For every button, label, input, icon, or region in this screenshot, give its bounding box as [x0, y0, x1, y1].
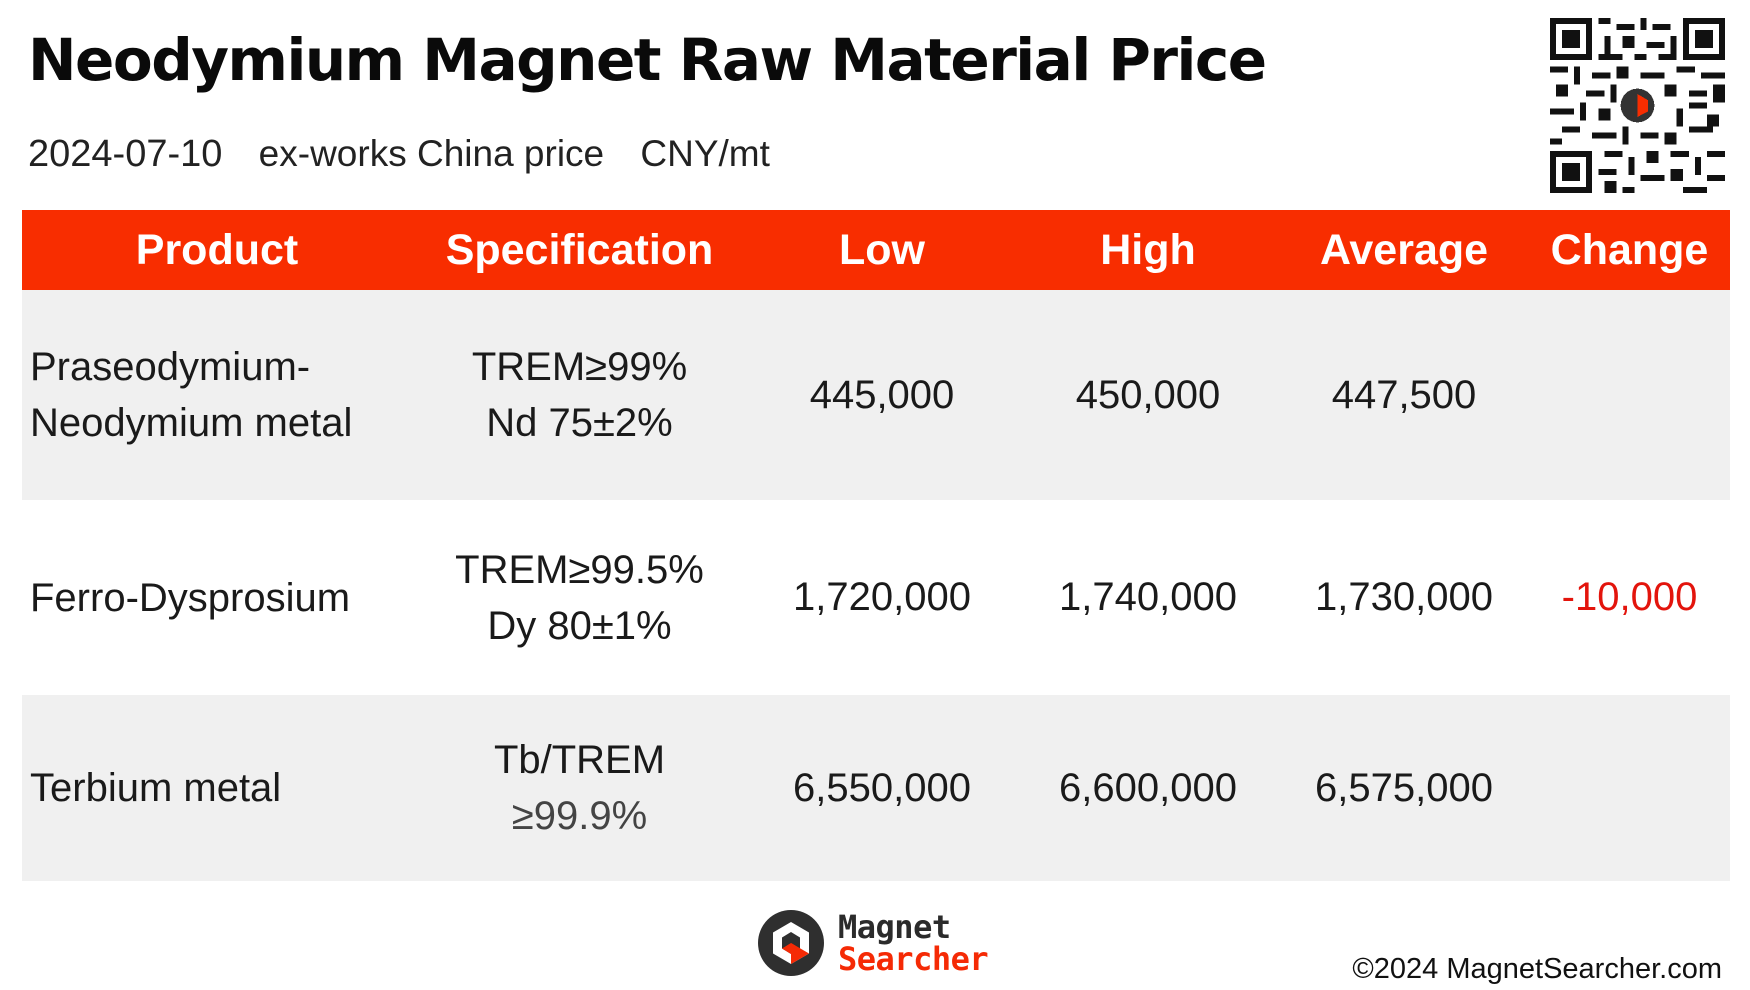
column-header-specification: Specification [445, 225, 714, 274]
low-price-cell: 445,000 [809, 372, 955, 417]
product-cell: Praseodymium- Neodymium metal [22, 339, 412, 451]
price-table: Product Specification Low High Average C… [22, 210, 1730, 881]
column-header-change: Change [1550, 225, 1709, 274]
spec-line: ≥99.9% [511, 794, 648, 838]
product-cell: Terbium metal [30, 766, 282, 810]
specification-cell: TREM≥99.5% Dy 80±1% [412, 542, 747, 654]
price-basis-line: 2024-07-10 ex-works China price CNY/mt [28, 133, 770, 176]
average-price-cell: 6,575,000 [1315, 765, 1493, 810]
spec-line: Nd 75±2% [486, 401, 673, 445]
table-row: Praseodymium- Neodymium metal TREM≥99% N… [22, 290, 1730, 500]
table-header: Product Specification Low High Average C… [22, 210, 1730, 290]
column-header-average: Average [1319, 225, 1489, 274]
magnet-searcher-logo-icon [758, 910, 824, 976]
price-date: 2024-07-10 [28, 133, 223, 175]
column-header-low: Low [839, 225, 925, 274]
product-name-line: Neodymium metal [30, 401, 353, 445]
high-price-cell: 1,740,000 [1059, 575, 1237, 619]
brand-line1: Magnet [838, 908, 951, 946]
spec-line: TREM≥99.5% [455, 547, 704, 592]
product-name-line: Praseodymium- [30, 345, 311, 389]
average-price-cell: 1,730,000 [1315, 575, 1493, 619]
specification-cell: TREM≥99% Nd 75±2% [412, 339, 747, 451]
brand-wordmark: Magnet Searcher [838, 908, 989, 978]
copyright-notice: ©2024 MagnetSearcher.com [1352, 953, 1722, 985]
specification-cell: Tb/TREM ≥99.9% [412, 732, 747, 844]
low-price-cell: 6,550,000 [793, 765, 971, 810]
brand-logo[interactable]: Magnet Searcher [756, 908, 989, 978]
spec-line: Tb/TREM [493, 738, 666, 782]
table-row: Ferro-Dysprosium TREM≥99.5% Dy 80±1% 1,7… [22, 500, 1730, 695]
qr-code-icon[interactable] [1550, 18, 1725, 193]
column-header-high: High [1100, 225, 1196, 274]
page-title: Neodymium Magnet Raw Material Price [28, 26, 1267, 94]
spec-line: Dy 80±1% [487, 603, 672, 648]
column-header-product: Product [135, 225, 299, 274]
product-cell: Ferro-Dysprosium [30, 575, 351, 620]
table-row: Terbium metal Tb/TREM ≥99.9% 6,550,000 6… [22, 695, 1730, 881]
brand-line2: Searcher [838, 940, 989, 978]
high-price-cell: 450,000 [1075, 372, 1221, 417]
spec-line: TREM≥99% [471, 345, 688, 389]
price-basis: ex-works China price [258, 133, 605, 174]
average-price-cell: 447,500 [1331, 372, 1477, 417]
price-unit: CNY/mt [640, 133, 770, 174]
high-price-cell: 6,600,000 [1059, 765, 1237, 810]
low-price-cell: 1,720,000 [793, 575, 971, 619]
change-cell: -10,000 [1561, 575, 1698, 619]
